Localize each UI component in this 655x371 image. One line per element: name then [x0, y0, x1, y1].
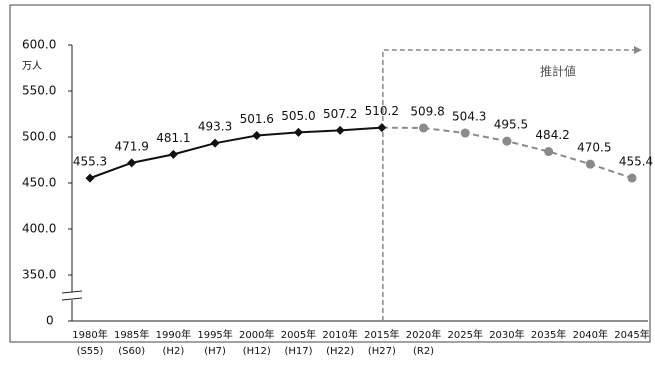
x-tick-label: 2015年 [364, 328, 399, 341]
x-tick-label: 2010年 [322, 328, 357, 341]
y-tick-label: 550.0 [22, 84, 56, 98]
data-label: 510.2 [365, 104, 399, 118]
point [335, 125, 345, 135]
x-tick-label: 2005年 [281, 328, 316, 341]
x-tick-sublabel: (H27) [368, 346, 396, 357]
point [627, 173, 637, 183]
axis-break-line [61, 290, 83, 294]
x-tick-sublabel: (R2) [413, 346, 434, 357]
x-tick-label: 2040年 [573, 328, 608, 341]
point [502, 136, 512, 146]
data-label: 504.3 [452, 110, 486, 124]
point [585, 159, 595, 169]
annotation: 推計値 [540, 64, 576, 79]
x-tick-sublabel: (H7) [204, 346, 226, 357]
data-label: 470.5 [577, 141, 611, 155]
y-tick-label: 450.0 [22, 176, 56, 190]
point [544, 147, 554, 157]
data-label: 501.6 [240, 112, 274, 126]
y-tick-label: 600.0 [22, 38, 56, 52]
data-label: 481.1 [156, 131, 190, 145]
x-tick-label: 1980年 [72, 328, 107, 341]
y-tick-label: 350.0 [22, 268, 56, 282]
data-label: 495.5 [494, 118, 528, 132]
point [168, 149, 178, 159]
y-tick-label: 500.0 [22, 130, 56, 144]
projection-boundary [382, 49, 636, 321]
series-line [423, 126, 633, 179]
x-tick-label: 2000年 [239, 328, 274, 341]
point [377, 123, 387, 133]
x-tick-label: 2045年 [614, 328, 649, 341]
point [252, 131, 262, 141]
x-tick-sublabel: (H2) [163, 346, 185, 357]
x-tick-label: 1995年 [197, 328, 232, 341]
x-tick-sublabel: (H22) [326, 346, 354, 357]
arrow-head [634, 46, 642, 54]
axis-break-line [61, 297, 83, 301]
x-tick-sublabel: (S55) [77, 346, 104, 357]
data-label: 471.9 [115, 139, 149, 153]
data-label: 484.2 [535, 128, 569, 142]
point [460, 128, 470, 138]
y-tick-label: 400.0 [22, 222, 56, 236]
point [127, 158, 137, 168]
x-tick-sublabel: (H12) [243, 346, 271, 357]
chart-frame [9, 4, 651, 343]
data-label: 507.2 [323, 107, 357, 121]
y-tick-label: 0 [46, 314, 54, 328]
x-tick-label: 2020年 [406, 328, 441, 341]
x-tick-label: 1985年 [114, 328, 149, 341]
data-label: 509.8 [410, 104, 444, 118]
point [85, 173, 95, 183]
point [419, 123, 429, 133]
data-label: 505.0 [281, 109, 315, 123]
data-label: 493.3 [198, 120, 232, 134]
data-label: 455.4 [619, 155, 653, 169]
x-tick-label: 2030年 [489, 328, 524, 341]
axis-break [62, 292, 82, 300]
x-tick-label: 2035年 [531, 328, 566, 341]
unit-label: 万人 [22, 60, 42, 72]
x-tick-label: 2025年 [448, 328, 483, 341]
x-tick-label: 1990年 [156, 328, 191, 341]
data-label: 455.3 [73, 155, 107, 169]
x-tick-sublabel: (S60) [118, 346, 145, 357]
series-line [89, 126, 382, 180]
point [210, 138, 220, 148]
point [293, 127, 303, 137]
x-tick-sublabel: (H17) [284, 346, 312, 357]
